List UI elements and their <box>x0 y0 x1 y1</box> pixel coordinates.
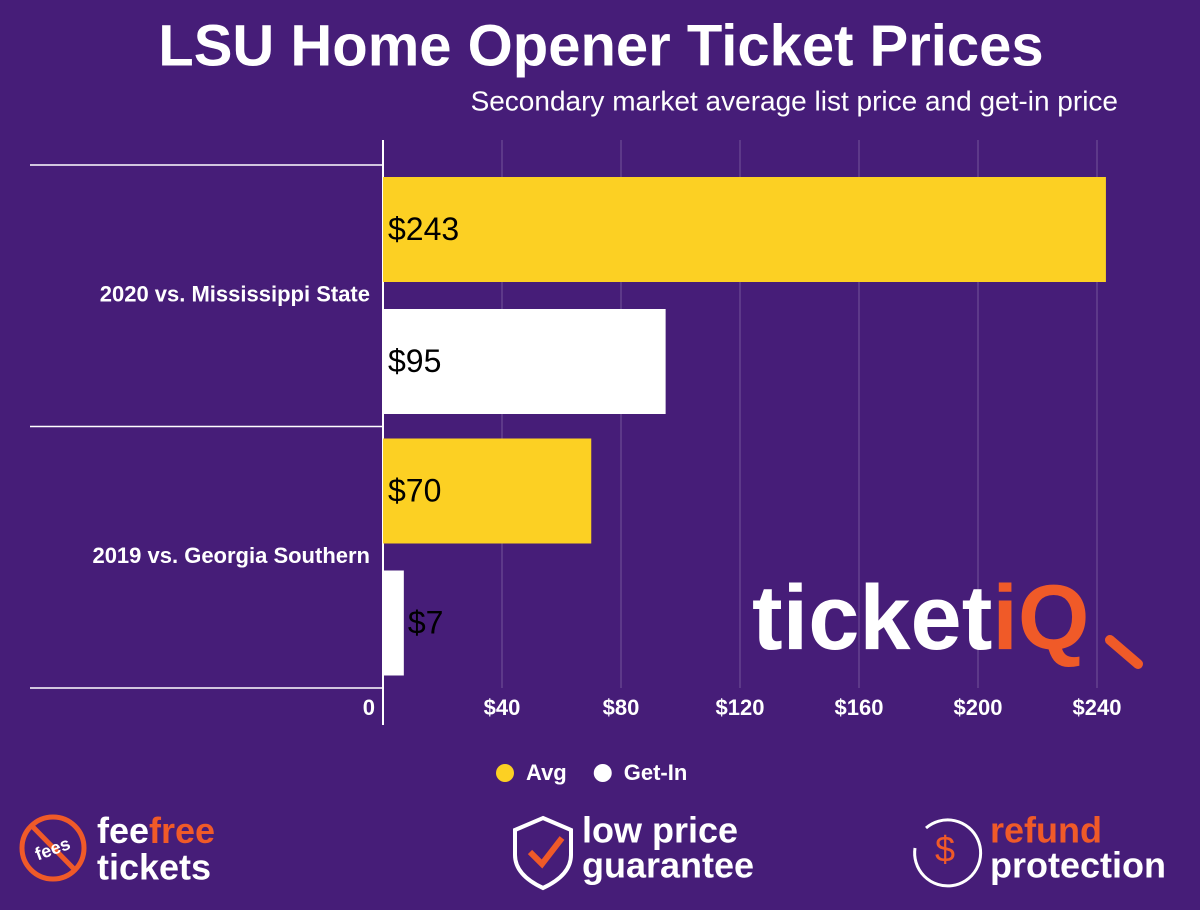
x-tick-label: $80 <box>603 695 640 720</box>
logo-text: ticketiQ <box>752 567 1089 669</box>
badge-part: free <box>149 810 215 851</box>
chart-title: LSU Home Opener Ticket Prices <box>158 13 1043 78</box>
y-tick-label: 2019 vs. Georgia Southern <box>92 543 370 568</box>
legend-marker <box>593 764 612 782</box>
x-tick-label: $240 <box>1073 695 1122 720</box>
logo: ticketiQ <box>752 567 1143 669</box>
y-tick-label: 2020 vs. Mississippi State <box>100 282 370 307</box>
badge-text: low price <box>582 810 738 851</box>
bar <box>383 177 1106 282</box>
legend-label: Get-In <box>624 760 688 785</box>
logo-handle <box>1105 635 1143 669</box>
bar <box>383 570 404 676</box>
logo-part: ticket <box>752 567 992 669</box>
legend-label: Avg <box>526 760 567 785</box>
x-tick-label: 0 <box>363 695 375 720</box>
value-label: $243 <box>388 211 459 247</box>
logo-part: iQ <box>992 567 1089 669</box>
badge: fees feefree tickets <box>19 810 215 888</box>
x-tick-label: $160 <box>835 695 884 720</box>
value-label: $95 <box>388 343 441 379</box>
badge-text: refund <box>990 810 1102 851</box>
badge-icon <box>913 818 983 888</box>
badge-text: feefree <box>97 810 215 851</box>
legend-marker <box>496 764 514 782</box>
badge: $ refund protection <box>913 810 1166 888</box>
badge-icon <box>19 814 87 882</box>
badge-icon <box>513 815 573 891</box>
badge-icon <box>527 836 565 869</box>
bar <box>383 438 592 544</box>
badge-text: protection <box>990 845 1166 886</box>
x-tick-label: $120 <box>716 695 765 720</box>
x-tick-label: $40 <box>484 695 521 720</box>
bar <box>383 309 666 414</box>
badge-text: guarantee <box>582 845 754 886</box>
badge: low price guarantee <box>513 810 754 891</box>
x-tick-label: $200 <box>954 695 1003 720</box>
value-label: $70 <box>388 472 441 508</box>
chart-subtitle: Secondary market average list price and … <box>471 85 1118 116</box>
value-label: $7 <box>408 604 444 640</box>
badge-text: tickets <box>97 847 211 888</box>
badge-part: fee <box>97 810 149 851</box>
badge-icon-text: $ <box>935 829 955 870</box>
badge-icon <box>30 824 77 872</box>
